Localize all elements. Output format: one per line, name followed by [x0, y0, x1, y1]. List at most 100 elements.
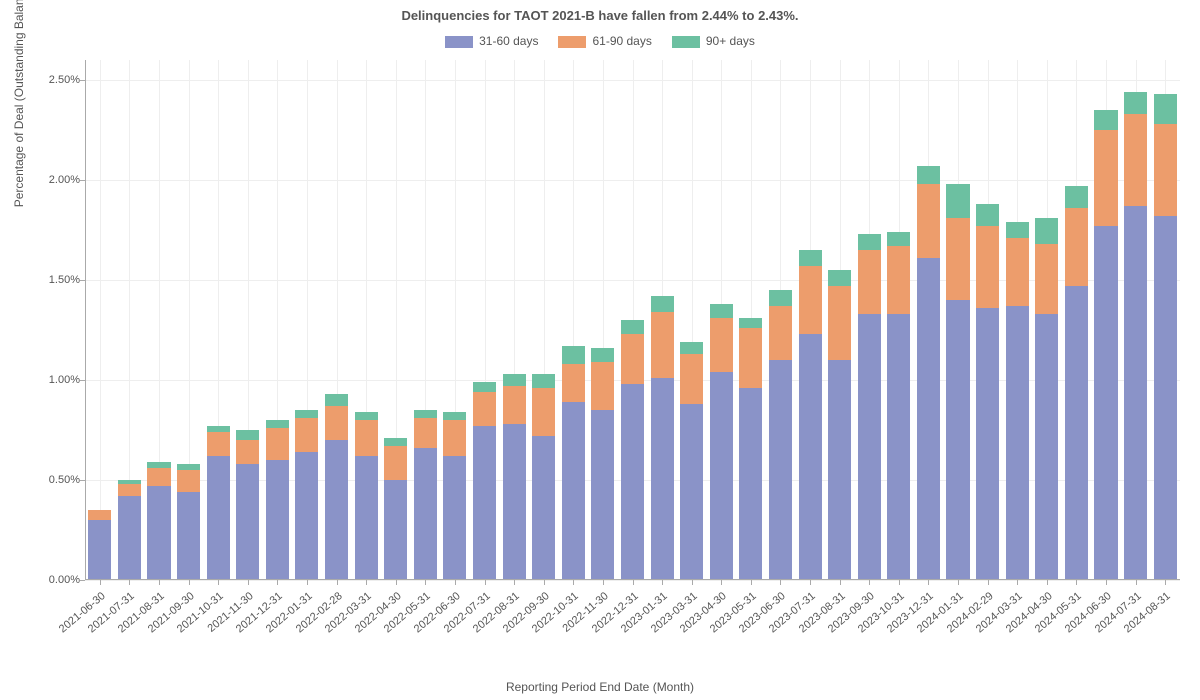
bar-segment [858, 234, 881, 250]
bar-segment [384, 446, 407, 480]
bar-segment [1124, 92, 1147, 114]
bar-segment [295, 410, 318, 418]
bar-segment [473, 392, 496, 426]
x-tick-mark [840, 580, 841, 585]
bar [177, 464, 200, 580]
bar [1094, 110, 1117, 580]
x-tick-mark [337, 580, 338, 585]
bar-segment [532, 436, 555, 580]
x-tick-mark [307, 580, 308, 585]
bar-segment [591, 410, 614, 580]
bar-segment [414, 410, 437, 418]
bar-segment [917, 258, 940, 580]
x-tick-mark [129, 580, 130, 585]
chart-legend: 31-60 days61-90 days90+ days [0, 34, 1200, 48]
bar-segment [946, 184, 969, 218]
bar-segment [295, 418, 318, 452]
bar-segment [443, 456, 466, 580]
bar-segment [976, 308, 999, 580]
x-tick-mark [366, 580, 367, 585]
bar-segment [1035, 244, 1058, 314]
bar-segment [207, 432, 230, 456]
bar-segment [355, 412, 378, 420]
bar [88, 510, 111, 580]
x-tick-mark [189, 580, 190, 585]
bar-segment [621, 334, 644, 384]
bar-segment [1006, 238, 1029, 306]
bar-segment [177, 464, 200, 470]
bar [562, 346, 585, 580]
bar-segment [473, 426, 496, 580]
bar-segment [799, 334, 822, 580]
bar-segment [355, 456, 378, 580]
bar [236, 430, 259, 580]
bar-segment [1154, 124, 1177, 216]
bar [887, 232, 910, 580]
x-tick-mark [1017, 580, 1018, 585]
bar-segment [236, 430, 259, 440]
bar [147, 462, 170, 580]
bar [473, 382, 496, 580]
y-tick-label: 2.50% [10, 74, 80, 86]
bar-segment [236, 464, 259, 580]
bar-segment [1035, 218, 1058, 244]
x-tick-mark [218, 580, 219, 585]
bar-segment [651, 296, 674, 312]
delinquency-chart: Delinquencies for TAOT 2021-B have falle… [0, 0, 1200, 700]
bar-segment [1065, 286, 1088, 580]
bar-segment [503, 386, 526, 424]
x-tick-mark [988, 580, 989, 585]
bar [976, 204, 999, 580]
bar-segment [680, 354, 703, 404]
bar [1154, 94, 1177, 580]
x-tick-mark [1047, 580, 1048, 585]
bar [503, 374, 526, 580]
bar-segment [710, 318, 733, 372]
x-tick-mark [1136, 580, 1137, 585]
x-tick-mark [780, 580, 781, 585]
bar-segment [177, 470, 200, 492]
x-tick-mark [869, 580, 870, 585]
y-tick-label: 0.50% [10, 474, 80, 486]
bar-segment [887, 232, 910, 246]
bar-segment [591, 362, 614, 410]
x-tick-mark [899, 580, 900, 585]
bar-segment [917, 184, 940, 258]
bar-segment [325, 406, 348, 440]
x-tick-mark [100, 580, 101, 585]
chart-title: Delinquencies for TAOT 2021-B have falle… [0, 8, 1200, 23]
bar [1006, 222, 1029, 580]
legend-item: 61-90 days [558, 34, 651, 48]
bar-segment [887, 314, 910, 580]
bar [917, 166, 940, 580]
x-tick-mark [662, 580, 663, 585]
x-tick-mark [633, 580, 634, 585]
legend-swatch [445, 36, 473, 48]
x-tick-mark [928, 580, 929, 585]
x-tick-mark [751, 580, 752, 585]
bar-segment [503, 374, 526, 386]
x-tick-mark [514, 580, 515, 585]
bar-segment [266, 420, 289, 428]
bar-segment [562, 402, 585, 580]
bar-segment [562, 346, 585, 364]
x-tick-mark [1165, 580, 1166, 585]
bar-segment [88, 520, 111, 580]
legend-swatch [558, 36, 586, 48]
bar-segment [739, 388, 762, 580]
x-tick-mark [396, 580, 397, 585]
bar [1035, 218, 1058, 580]
bar-segment [799, 266, 822, 334]
bar [739, 318, 762, 580]
bar-segment [118, 480, 141, 484]
legend-swatch [672, 36, 700, 48]
bar-segment [828, 270, 851, 286]
bar-segment [147, 468, 170, 486]
bar-segment [769, 306, 792, 360]
legend-label: 31-60 days [479, 34, 538, 48]
bar-segment [414, 418, 437, 448]
bar [1124, 92, 1147, 580]
bar-segment [680, 342, 703, 354]
bar-segment [118, 496, 141, 580]
x-tick-mark [455, 580, 456, 585]
